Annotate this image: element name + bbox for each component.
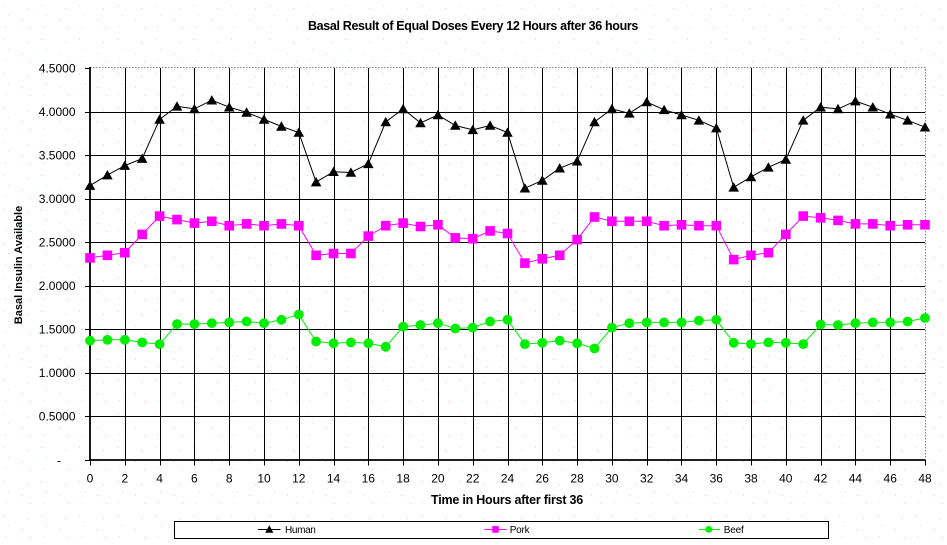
svg-text:40: 40 [779, 472, 793, 486]
svg-text:-: - [57, 453, 61, 467]
svg-text:18: 18 [396, 472, 410, 486]
svg-text:30: 30 [605, 472, 619, 486]
svg-text:4.0000: 4.0000 [39, 105, 76, 119]
svg-text:4.5000: 4.5000 [39, 61, 76, 75]
svg-text:3.0000: 3.0000 [39, 192, 76, 206]
svg-text:Basal Insulin Available: Basal Insulin Available [13, 206, 25, 324]
svg-text:Beef: Beef [724, 525, 744, 536]
svg-text:36: 36 [710, 472, 724, 486]
svg-text:16: 16 [362, 472, 376, 486]
svg-text:12: 12 [292, 472, 306, 486]
svg-text:46: 46 [884, 472, 898, 486]
svg-text:1.0000: 1.0000 [39, 366, 76, 380]
svg-text:38: 38 [744, 472, 758, 486]
svg-text:8: 8 [226, 472, 233, 486]
svg-text:3.5000: 3.5000 [39, 148, 76, 162]
svg-text:26: 26 [536, 472, 550, 486]
svg-text:44: 44 [849, 472, 863, 486]
svg-text:32: 32 [640, 472, 654, 486]
svg-text:20: 20 [431, 472, 445, 486]
svg-text:22: 22 [466, 472, 480, 486]
svg-text:10: 10 [257, 472, 271, 486]
svg-text:0: 0 [87, 472, 94, 486]
svg-text:42: 42 [814, 472, 828, 486]
svg-text:28: 28 [570, 472, 584, 486]
svg-text:48: 48 [918, 472, 932, 486]
svg-text:34: 34 [675, 472, 689, 486]
svg-text:Basal Result of Equal Doses Ev: Basal Result of Equal Doses Every 12 Hou… [308, 19, 638, 33]
svg-text:2.0000: 2.0000 [39, 279, 76, 293]
svg-text:6: 6 [191, 472, 198, 486]
svg-text:4: 4 [156, 472, 163, 486]
svg-text:0.5000: 0.5000 [39, 410, 76, 424]
svg-text:2.5000: 2.5000 [39, 236, 76, 250]
svg-text:2: 2 [121, 472, 128, 486]
svg-text:Human: Human [285, 525, 316, 536]
svg-text:14: 14 [327, 472, 341, 486]
svg-text:24: 24 [501, 472, 515, 486]
svg-text:1.5000: 1.5000 [39, 323, 76, 337]
svg-text:Time in Hours after first 36: Time in Hours after first 36 [431, 493, 583, 507]
svg-text:Pork: Pork [510, 525, 531, 536]
